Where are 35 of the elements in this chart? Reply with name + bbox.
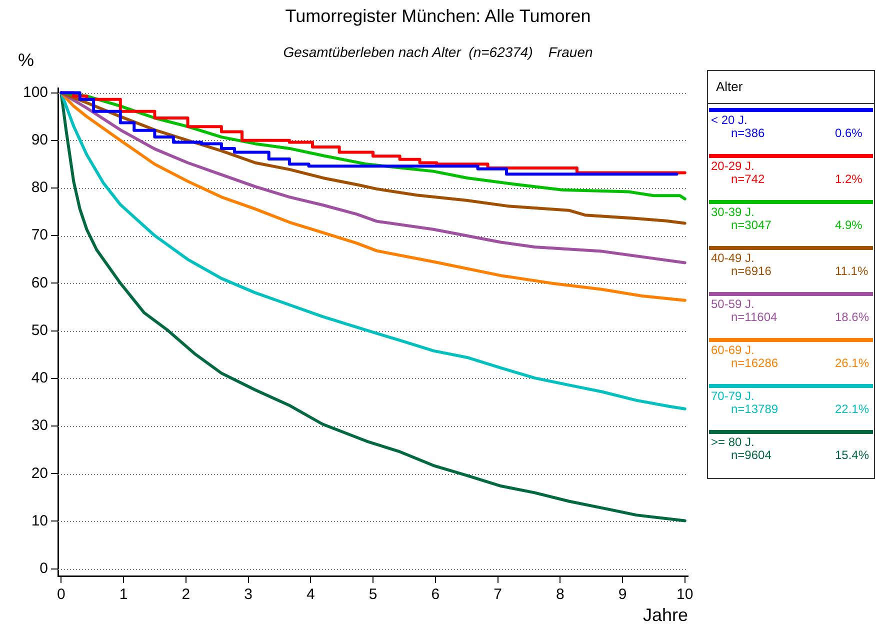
y-tick-label: 60 (31, 274, 48, 292)
y-tick-label: 100 (22, 84, 48, 101)
text: 20-29 J. n=742 1.2% (710, 159, 864, 186)
x-tick-label: 9 (618, 586, 627, 604)
x-tick-label: 6 (431, 586, 440, 604)
y-tick-label: 80 (31, 179, 48, 196)
text: < 20 J. n=386 0.6% (710, 113, 864, 140)
chart-subtitle: Gesamtüberleben nach Alter (n=62374) Frauen (283, 44, 593, 60)
y-tick-label: 90 (31, 132, 48, 149)
y-tick-label: 50 (31, 322, 48, 339)
text: >= 80 J. n=9604 15.4% (710, 435, 870, 462)
y-tick-label: 30 (31, 417, 48, 434)
y-tick-label: 0 (40, 560, 48, 577)
text: 40-49 J. n=6916 11.1% (710, 251, 870, 278)
y-tick-label: 20 (31, 464, 48, 482)
x-tick-label: 5 (368, 586, 378, 604)
text: 70-79 J. n=13789 22.1% (710, 389, 870, 416)
y-tick-label: 40 (31, 370, 48, 387)
text: 60-69 J. n=16286 26.1% (710, 343, 870, 370)
x-tick-label: 7 (494, 586, 502, 604)
chart-title: Tumorregister München: Alle Tumoren (284, 6, 592, 27)
text: 50-59 J. n=11604 18.6% (710, 297, 870, 324)
legend-title: Alter (708, 71, 874, 104)
x-tick-label: 4 (306, 586, 315, 604)
y-tick-label: 70 (31, 226, 48, 244)
y-axis-title: % (18, 50, 34, 71)
x-tick-label: 1 (119, 586, 128, 604)
x-tick-label: 8 (556, 586, 564, 604)
text: 30-39 J. n=3047 4.9% (710, 205, 864, 232)
x-tick-label: 10 (676, 586, 694, 604)
x-tick-label: 2 (182, 586, 190, 604)
x-tick-label: 3 (244, 586, 252, 604)
y-tick-label: 10 (31, 512, 48, 530)
x-tick-label: 0 (56, 586, 66, 604)
x-axis-title: Jahre (642, 605, 688, 626)
